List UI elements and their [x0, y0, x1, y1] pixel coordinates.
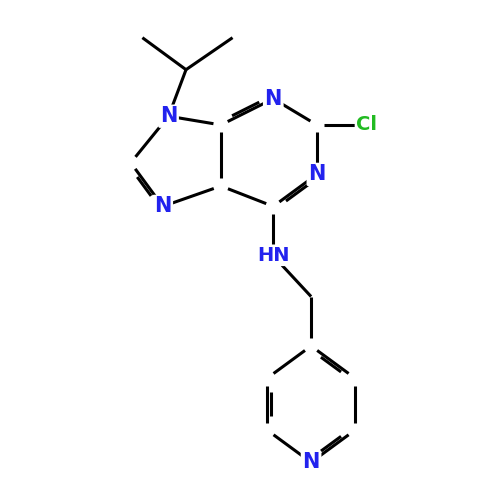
Text: N: N — [160, 106, 177, 126]
Text: N: N — [302, 452, 320, 472]
Text: HN: HN — [257, 246, 290, 266]
Text: N: N — [264, 89, 282, 109]
Text: Cl: Cl — [356, 116, 377, 134]
Text: N: N — [154, 196, 172, 216]
Text: N: N — [308, 164, 326, 184]
